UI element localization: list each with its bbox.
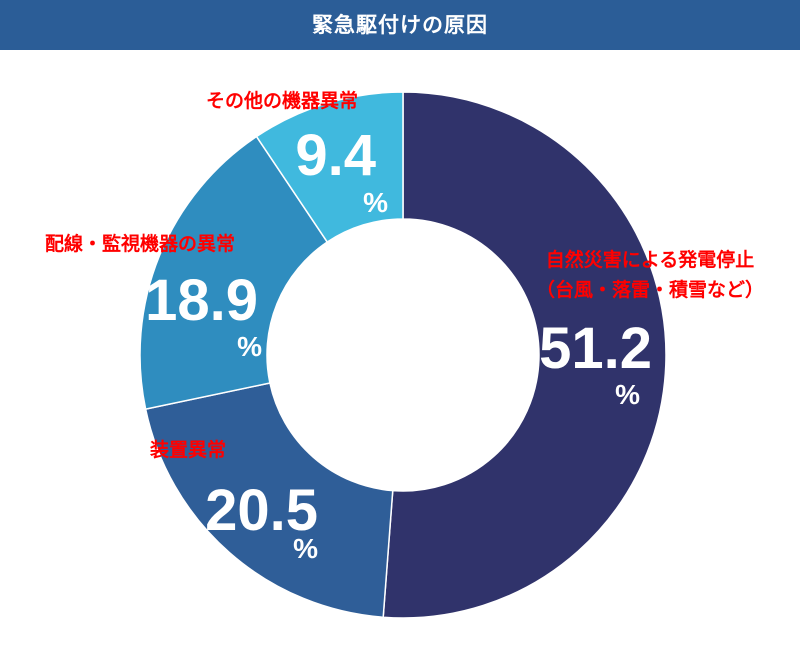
unit-label-3: % — [237, 331, 262, 362]
value-label-3: 18.9 — [145, 268, 258, 333]
value-label-2: 20.5 — [205, 478, 318, 543]
unit-label-1: % — [615, 379, 640, 410]
title-bar — [0, 0, 800, 50]
value-label-1: 51.2 — [539, 316, 652, 381]
slice-2 — [144, 382, 394, 619]
unit-label-2: % — [293, 533, 318, 564]
value-label-4: 9.4 — [295, 123, 376, 188]
slice-3 — [139, 135, 329, 411]
category-label-2: 装置異常 — [149, 438, 226, 461]
slice-4 — [255, 91, 404, 244]
slice-1 — [382, 91, 667, 619]
category-label-1: 自然災害による発電停止（台風・落雷・積雪など） — [536, 248, 764, 301]
chart-title: 緊急駆付けの原因 — [312, 13, 488, 37]
unit-label-4: % — [363, 187, 388, 218]
category-label-3: 配線・監視機器の異常 — [45, 232, 235, 255]
category-label-4: その他の機器異常 — [206, 89, 358, 112]
